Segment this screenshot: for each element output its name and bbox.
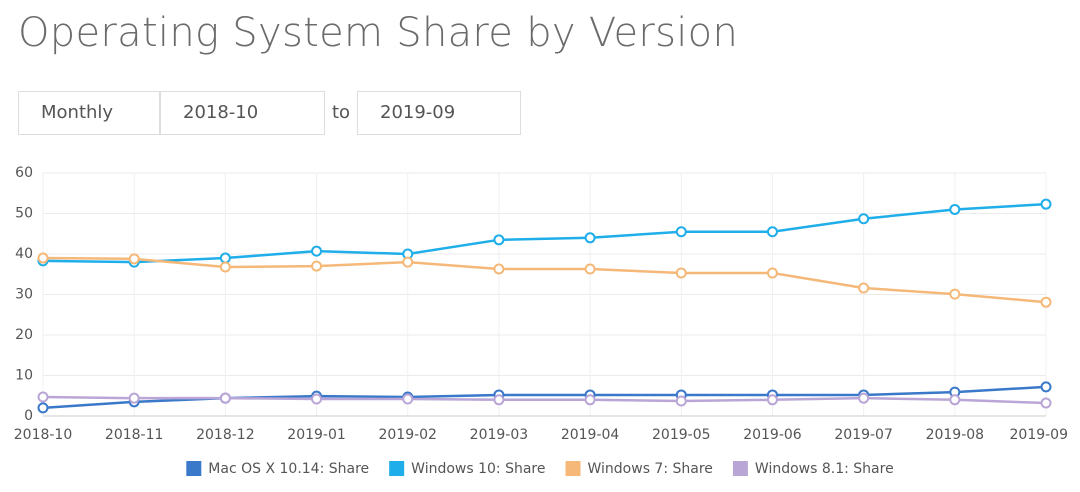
x-tick-label: 2019-02 (378, 427, 437, 443)
data-point (858, 282, 870, 294)
x-tick-label: 2019-06 (743, 427, 802, 443)
legend-swatch (732, 461, 748, 476)
legend-item: Mac OS X 10.14: Share (186, 461, 369, 477)
data-point (675, 226, 687, 238)
period-select[interactable]: Monthly (18, 91, 160, 135)
x-tick-label: 2019-05 (652, 427, 711, 443)
data-point (766, 394, 778, 406)
data-point (1040, 381, 1052, 393)
legend: Mac OS X 10.14: Share Windows 10: Share Wi… (186, 461, 894, 477)
x-tick-label: 2018-10 (14, 427, 73, 443)
y-tick-label: 60 (15, 165, 33, 181)
y-tick-label: 20 (15, 327, 33, 343)
series-line (42, 395, 1047, 405)
data-point (219, 392, 231, 404)
data-point (858, 392, 870, 404)
x-tick-label: 2018-11 (105, 427, 164, 443)
data-point (493, 263, 505, 275)
data-point (128, 392, 140, 404)
data-point (1040, 198, 1052, 210)
from-input[interactable]: 2018-10 (160, 91, 325, 135)
range-separator: to (332, 102, 351, 123)
y-tick-label: 0 (24, 408, 33, 424)
x-tick-label: 2019-09 (1010, 427, 1069, 443)
series-line (42, 202, 1047, 264)
data-point (675, 395, 687, 407)
data-point (311, 260, 323, 272)
x-tick-label: 2019-01 (287, 427, 346, 443)
legend-label: Windows 10: Share (411, 461, 545, 477)
y-tick-label: 10 (15, 368, 33, 384)
data-point (402, 393, 414, 405)
x-tick-label: 2019-03 (470, 427, 529, 443)
data-point (949, 203, 961, 215)
data-point (584, 232, 596, 244)
data-point (37, 391, 49, 403)
data-point (584, 263, 596, 275)
data-point (493, 394, 505, 406)
x-tick-label: 2019-07 (834, 427, 893, 443)
data-point (858, 213, 870, 225)
data-point (311, 245, 323, 257)
legend-item: Windows 10: Share (389, 461, 545, 477)
to-input[interactable]: 2019-09 (357, 91, 521, 135)
legend-label: Windows 8.1: Share (755, 461, 894, 477)
data-point (37, 252, 49, 264)
legend-item: Windows 8.1: Share (732, 461, 894, 477)
legend-swatch (389, 461, 405, 476)
y-tick-label: 50 (15, 206, 33, 222)
data-point (766, 226, 778, 238)
chart-title: Operating System Share by Version (18, 10, 739, 56)
data-point (493, 234, 505, 246)
series-line (42, 256, 1047, 304)
data-point (219, 261, 231, 273)
legend-swatch (565, 461, 581, 476)
data-point (766, 267, 778, 279)
x-tick-label: 2019-08 (926, 427, 985, 443)
y-tick-label: 30 (15, 287, 33, 303)
legend-item: Windows 7: Share (565, 461, 713, 477)
legend-label: Mac OS X 10.14: Share (208, 461, 369, 477)
data-point (949, 394, 961, 406)
data-point (1040, 397, 1052, 409)
x-tick-label: 2018-12 (196, 427, 255, 443)
data-point (584, 394, 596, 406)
y-tick-label: 40 (15, 246, 33, 262)
data-point (402, 256, 414, 268)
data-point (1040, 296, 1052, 308)
legend-label: Windows 7: Share (587, 461, 712, 477)
x-tick-label: 2019-04 (561, 427, 620, 443)
data-point (219, 252, 231, 264)
data-point (675, 267, 687, 279)
data-point (949, 288, 961, 300)
legend-swatch (186, 461, 202, 476)
data-point (311, 393, 323, 405)
data-point (128, 253, 140, 265)
data-point (37, 402, 49, 414)
